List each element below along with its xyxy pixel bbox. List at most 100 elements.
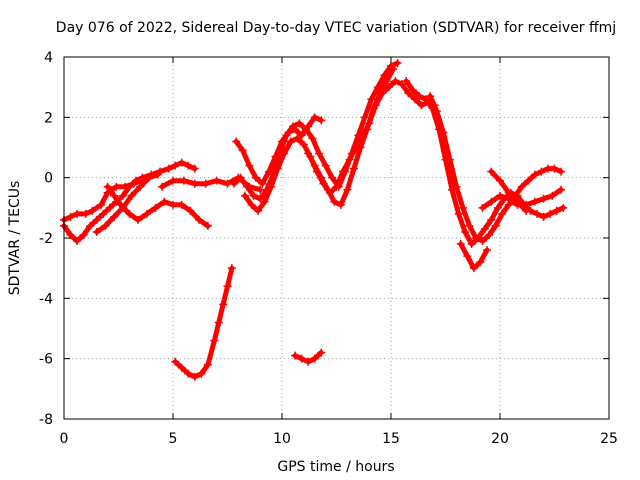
- data-point-marker: [493, 203, 502, 212]
- data-point-marker: [223, 282, 232, 291]
- data-point-marker: [125, 209, 134, 218]
- data-point-marker: [310, 354, 319, 363]
- data-point-marker: [195, 215, 204, 224]
- data-point-marker: [504, 188, 513, 197]
- x-tick-label: 20: [491, 431, 509, 447]
- data-point-marker: [382, 77, 391, 86]
- data-point-marker: [472, 234, 481, 242]
- data-point-marker: [177, 200, 186, 209]
- data-point-marker: [445, 155, 454, 164]
- data-point-marker: [426, 92, 435, 101]
- data-point-marker: [249, 191, 258, 200]
- data-point-marker: [323, 185, 332, 194]
- data-point-marker: [315, 149, 324, 158]
- data-point-marker: [517, 182, 526, 191]
- data-point-marker: [197, 369, 206, 378]
- data-point-marker: [297, 131, 306, 140]
- data-point-marker: [349, 164, 358, 173]
- data-point-marker: [190, 372, 199, 381]
- data-point-marker: [367, 95, 376, 104]
- y-tick-label: 2: [44, 110, 53, 126]
- data-point-marker: [310, 113, 319, 122]
- data-point-marker: [118, 203, 127, 212]
- data-point-marker: [99, 209, 108, 218]
- data-point-marker: [397, 80, 406, 89]
- data-point-marker: [408, 86, 417, 95]
- data-point-marker: [97, 200, 106, 209]
- data-series-arc-11: [291, 348, 326, 366]
- data-series-arc-10: [304, 65, 398, 209]
- data-point-marker: [160, 197, 169, 206]
- data-point-marker: [310, 161, 319, 170]
- x-axis-title: GPS time / hours: [277, 459, 394, 475]
- data-point-marker: [456, 240, 465, 249]
- data-point-marker: [210, 336, 219, 345]
- data-point-marker: [186, 206, 195, 215]
- y-tick-label: -6: [39, 352, 53, 368]
- data-point-marker: [151, 203, 160, 212]
- series-trace: [172, 265, 235, 380]
- data-point-marker: [258, 179, 267, 188]
- data-point-marker: [336, 200, 345, 209]
- data-point-marker: [291, 125, 300, 134]
- data-point-marker: [92, 215, 101, 224]
- data-point-marker: [487, 167, 496, 176]
- data-point-marker: [153, 170, 162, 179]
- y-axis-title: SDTVAR / TECUs: [7, 181, 23, 296]
- data-series-arc-7: [230, 59, 402, 203]
- data-point-marker: [232, 137, 241, 146]
- data-series-group: [60, 59, 568, 381]
- data-point-marker: [291, 351, 300, 360]
- data-point-marker: [171, 357, 180, 366]
- data-point-marker: [369, 104, 378, 113]
- data-point-marker: [171, 161, 180, 170]
- data-point-marker: [238, 146, 247, 155]
- x-tick-label: 25: [600, 431, 618, 447]
- y-tick-label: -2: [39, 231, 53, 247]
- data-point-marker: [478, 237, 487, 246]
- data-point-marker: [524, 176, 533, 185]
- data-point-marker: [465, 221, 474, 230]
- y-tick-label: 0: [44, 171, 53, 187]
- data-point-marker: [421, 95, 430, 104]
- data-point-marker: [328, 173, 337, 182]
- y-tick-label: -8: [39, 412, 53, 428]
- data-point-marker: [278, 137, 286, 146]
- data-point-marker: [247, 200, 256, 209]
- data-point-marker: [251, 173, 260, 182]
- data-point-marker: [548, 191, 557, 200]
- data-point-marker: [73, 237, 82, 246]
- data-series-arc-13: [426, 92, 566, 246]
- data-point-marker: [203, 360, 212, 369]
- data-point-marker: [243, 182, 252, 191]
- data-point-marker: [177, 158, 186, 167]
- data-point-marker: [546, 209, 555, 218]
- data-series-arc-3: [103, 182, 212, 230]
- data-point-marker: [129, 179, 138, 188]
- data-point-marker: [105, 203, 114, 212]
- data-point-marker: [101, 221, 110, 230]
- series-trace: [305, 66, 396, 208]
- data-point-marker: [485, 230, 494, 239]
- data-point-marker: [184, 161, 193, 170]
- data-point-marker: [321, 161, 330, 170]
- data-point-marker: [271, 152, 280, 161]
- data-point-marker: [410, 95, 419, 104]
- data-point-marker: [439, 128, 448, 137]
- data-point-marker: [169, 176, 177, 185]
- data-point-marker: [118, 191, 127, 200]
- data-point-marker: [256, 194, 265, 203]
- data-point-marker: [245, 161, 254, 170]
- data-point-marker: [417, 101, 426, 110]
- data-point-marker: [254, 206, 263, 215]
- data-point-marker: [88, 206, 97, 215]
- x-tick-label: 0: [60, 431, 69, 447]
- data-point-marker: [66, 230, 75, 239]
- data-point-marker: [136, 182, 145, 191]
- data-point-marker: [127, 191, 136, 200]
- data-series-arc-14: [456, 240, 491, 273]
- data-point-marker: [402, 77, 411, 86]
- data-point-marker: [469, 264, 478, 273]
- data-point-marker: [487, 215, 496, 224]
- x-tick-label: 5: [169, 431, 178, 447]
